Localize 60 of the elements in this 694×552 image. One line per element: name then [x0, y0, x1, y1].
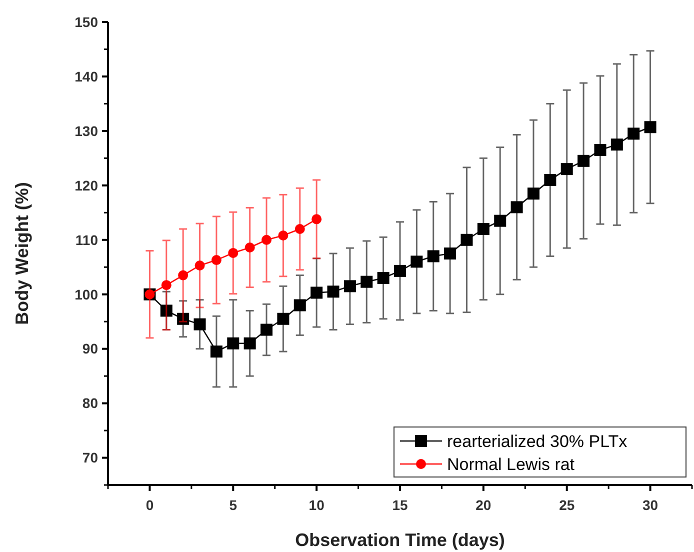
y-tick-label: 120	[74, 177, 98, 194]
y-tick-label: 150	[74, 14, 98, 30]
point	[177, 312, 190, 325]
y-tick-label: 80	[82, 395, 98, 412]
y-tick-label: 90	[82, 340, 98, 357]
point	[228, 248, 238, 258]
point	[210, 346, 222, 358]
point	[360, 276, 373, 288]
point	[594, 144, 606, 156]
point	[527, 188, 540, 200]
x-tick-label: 25	[559, 497, 575, 513]
point	[460, 234, 473, 246]
y-axis-title: Body Weight (%)	[12, 182, 32, 325]
point	[227, 337, 240, 350]
y-tick-label: 140	[74, 68, 98, 84]
y-tick-label: 110	[75, 232, 98, 248]
x-tick-label: 0	[146, 497, 154, 513]
point	[544, 174, 556, 186]
y-tick-label: 70	[82, 450, 98, 466]
point	[194, 260, 205, 270]
point	[194, 318, 206, 330]
point	[312, 214, 322, 224]
point	[294, 299, 306, 312]
x-axis-title: Observation Time (days)	[295, 530, 505, 550]
point	[327, 286, 340, 298]
y-tick-label: 130	[74, 122, 98, 139]
legend-label: Normal Lewis rat	[447, 455, 575, 474]
x-tick-label: 10	[308, 497, 325, 513]
point	[578, 154, 590, 167]
x-tick-label: 15	[392, 497, 408, 513]
point	[427, 250, 440, 262]
legend-label: rearterialized 30% PLTx	[447, 432, 628, 451]
point	[211, 255, 222, 266]
point	[178, 270, 188, 280]
point	[277, 312, 290, 325]
point	[477, 222, 490, 235]
x-tick-label: 30	[642, 497, 658, 513]
point	[644, 121, 656, 134]
point	[560, 163, 573, 176]
point	[628, 128, 640, 140]
point	[262, 234, 272, 245]
point	[294, 224, 305, 234]
point	[310, 286, 323, 299]
point	[161, 280, 172, 290]
point	[610, 138, 623, 151]
point	[510, 201, 523, 214]
point	[494, 214, 506, 227]
point	[377, 272, 390, 284]
point	[244, 337, 256, 350]
x-tick-label: 5	[229, 497, 238, 513]
point	[260, 324, 273, 336]
point	[244, 242, 255, 253]
point	[410, 256, 423, 268]
point	[444, 248, 456, 260]
x-tick-label: 20	[476, 497, 492, 513]
y-tick-label: 100	[74, 286, 98, 302]
point	[344, 280, 356, 292]
point	[278, 230, 288, 241]
point	[394, 264, 406, 277]
point	[160, 304, 172, 317]
